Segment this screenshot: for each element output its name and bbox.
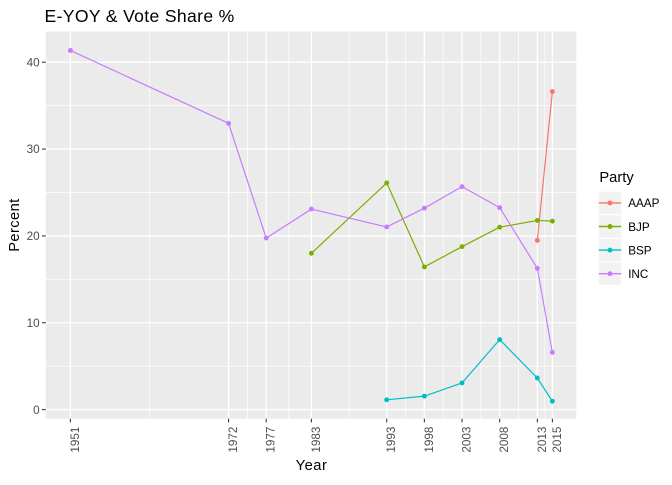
- svg-text:INC: INC: [628, 268, 648, 281]
- svg-text:E-YOY & Vote Share %: E-YOY & Vote Share %: [45, 6, 235, 26]
- svg-text:2008: 2008: [498, 427, 511, 453]
- svg-text:BSP: BSP: [628, 244, 652, 257]
- svg-text:Party: Party: [599, 170, 634, 186]
- svg-text:1998: 1998: [423, 427, 436, 453]
- svg-text:30: 30: [27, 143, 41, 156]
- svg-text:1972: 1972: [227, 427, 240, 453]
- svg-text:AAAP: AAAP: [628, 197, 659, 210]
- svg-text:0: 0: [33, 404, 40, 417]
- svg-text:Percent: Percent: [7, 198, 23, 251]
- svg-text:1993: 1993: [385, 427, 398, 453]
- svg-text:1977: 1977: [265, 427, 278, 453]
- svg-text:2003: 2003: [461, 427, 474, 453]
- svg-text:Year: Year: [296, 458, 328, 474]
- svg-text:40: 40: [27, 56, 41, 69]
- svg-text:2013: 2013: [536, 427, 549, 453]
- svg-text:1983: 1983: [310, 427, 323, 453]
- svg-text:10: 10: [27, 317, 41, 330]
- svg-text:20: 20: [27, 230, 41, 243]
- svg-text:1951: 1951: [69, 427, 82, 453]
- svg-text:2015: 2015: [551, 426, 564, 453]
- svg-text:BJP: BJP: [628, 221, 650, 234]
